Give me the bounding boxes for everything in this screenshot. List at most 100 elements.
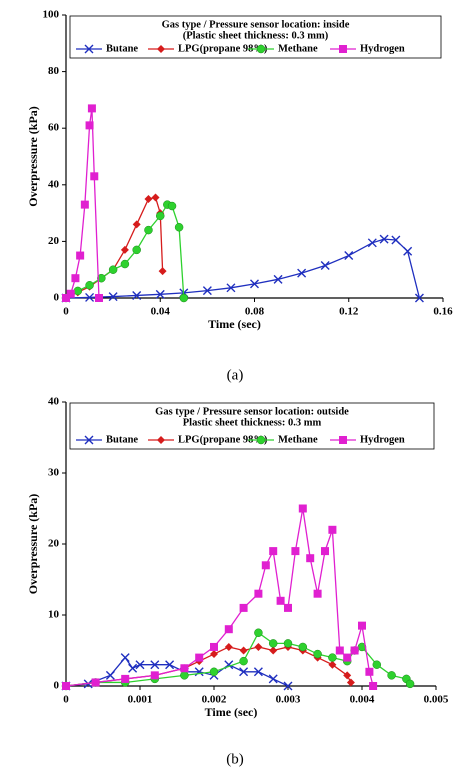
data-point	[268, 639, 278, 648]
data-point	[62, 294, 70, 302]
x-tick-label: 0	[63, 306, 69, 318]
data-point	[298, 642, 308, 652]
y-tick-label: 20	[48, 538, 60, 550]
data-point	[298, 504, 307, 513]
data-point	[261, 561, 270, 570]
data-point	[62, 682, 70, 690]
y-tick-label: 0	[54, 680, 60, 692]
data-point	[387, 671, 396, 680]
y-axis-title: Overpressure (kPa)	[26, 494, 40, 595]
x-tick-label: 0.16	[433, 306, 453, 318]
data-point	[97, 273, 106, 283]
data-point	[283, 681, 293, 691]
data-point	[108, 292, 118, 302]
data-point	[108, 265, 118, 274]
y-tick-label: 60	[48, 122, 60, 134]
legend-title: Gas type / Pressure sensor location: ins…	[162, 19, 350, 30]
data-point	[414, 293, 424, 303]
data-point	[210, 642, 218, 651]
data-point	[76, 251, 85, 260]
data-point	[328, 660, 337, 669]
data-point	[85, 292, 95, 302]
series-line	[65, 508, 374, 687]
data-point	[358, 621, 366, 630]
data-point	[335, 646, 344, 655]
data-point	[239, 656, 248, 666]
y-axis-title: Overpressure (kPa)	[26, 106, 40, 207]
legend-box	[69, 15, 442, 59]
legend-label: Hydrogen	[360, 43, 405, 54]
legend-marker	[157, 45, 165, 53]
legend-label: LPG(propane 98%)	[178, 434, 268, 445]
data-point	[165, 660, 175, 670]
data-point	[128, 663, 138, 673]
data-point	[180, 671, 189, 680]
data-point	[239, 603, 248, 612]
data-point	[269, 646, 278, 655]
data-point	[391, 235, 401, 245]
x-tick-label: 0.001	[128, 694, 153, 706]
y-tick-label: 80	[48, 65, 60, 77]
data-point	[120, 653, 130, 663]
data-point	[226, 283, 236, 293]
data-point	[209, 667, 219, 677]
data-point	[85, 121, 94, 130]
data-point	[344, 251, 354, 261]
data-point	[202, 286, 212, 296]
data-point	[144, 194, 153, 203]
data-point	[365, 667, 374, 676]
legend-label: Methane	[278, 434, 318, 445]
data-point	[150, 660, 160, 670]
series-line	[65, 646, 352, 687]
data-point	[239, 667, 249, 677]
x-tick-label: 0.005	[424, 694, 449, 706]
data-point	[254, 642, 263, 651]
data-point	[284, 603, 292, 612]
legend-label: LPG(propane 98%)	[178, 43, 268, 54]
data-point	[132, 220, 141, 229]
data-point	[283, 639, 293, 648]
data-point	[150, 671, 159, 680]
data-point	[180, 664, 189, 673]
x-tick-label: 0.08	[245, 306, 265, 318]
data-point	[343, 671, 352, 680]
data-point	[91, 678, 100, 687]
data-point	[379, 234, 389, 244]
x-axis-title: Time (sec)	[205, 705, 258, 719]
data-point	[144, 225, 153, 235]
x-tick-label: 0.04	[151, 306, 171, 318]
data-point	[313, 589, 322, 598]
legend-marker	[339, 45, 347, 53]
caption: (a)	[227, 367, 244, 383]
legend-label: Methane	[278, 43, 318, 54]
y-tick-label: 40	[48, 178, 60, 190]
data-point	[350, 646, 359, 655]
x-tick-label: 0	[63, 694, 69, 706]
data-point	[179, 293, 189, 303]
data-point	[121, 674, 130, 683]
y-tick-label: 0	[54, 292, 60, 304]
data-point	[403, 246, 413, 256]
data-point	[346, 678, 355, 687]
data-point	[291, 547, 300, 556]
data-point	[66, 289, 75, 298]
data-point	[210, 650, 218, 659]
data-point	[105, 670, 115, 680]
data-point	[306, 554, 315, 563]
data-point	[132, 245, 141, 255]
data-point	[328, 525, 337, 534]
data-point	[372, 660, 382, 669]
data-point	[269, 547, 278, 556]
data-point	[71, 274, 80, 283]
y-tick-label: 10	[48, 609, 60, 621]
data-point	[167, 201, 177, 211]
data-point	[85, 281, 94, 290]
data-point	[120, 259, 130, 269]
x-axis-title: Time (sec)	[208, 317, 261, 331]
legend-marker	[157, 436, 165, 444]
data-point	[87, 104, 96, 113]
series-line	[65, 238, 421, 299]
data-point	[158, 267, 167, 276]
data-point	[94, 294, 103, 302]
data-point	[80, 200, 89, 209]
